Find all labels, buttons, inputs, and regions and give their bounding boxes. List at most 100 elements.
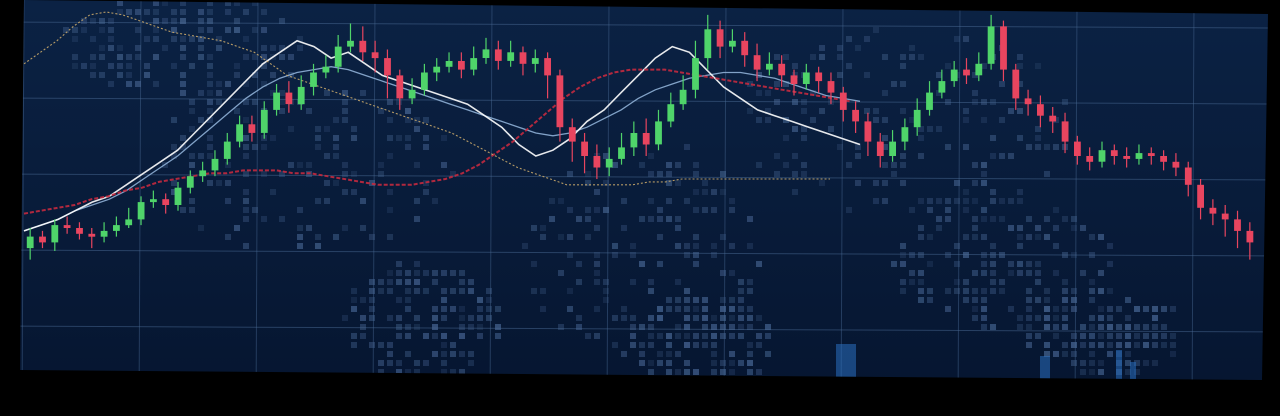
map-dot — [441, 288, 447, 294]
map-dot — [1098, 369, 1104, 375]
map-dot — [981, 162, 987, 168]
candle-body — [26, 236, 34, 249]
map-dot — [711, 333, 717, 339]
map-dot — [207, 180, 213, 186]
map-dot — [693, 315, 699, 321]
map-dot — [1026, 306, 1032, 312]
map-dot — [1098, 234, 1104, 240]
map-dot — [693, 207, 699, 213]
map-dot — [225, 180, 231, 186]
map-dot — [351, 342, 357, 348]
map-dot — [918, 270, 924, 276]
map-dot — [1089, 288, 1095, 294]
map-dot — [711, 189, 717, 195]
map-dot — [1107, 333, 1113, 339]
map-dot — [261, 171, 267, 177]
map-dot — [360, 90, 366, 96]
map-dot — [1017, 315, 1023, 321]
map-dot — [756, 369, 762, 375]
map-dot — [891, 81, 897, 87]
map-dot — [171, 180, 177, 186]
map-dot — [657, 315, 663, 321]
map-dot — [693, 162, 699, 168]
map-dot — [1107, 351, 1113, 357]
map-dot — [738, 378, 744, 380]
map-dot — [1071, 216, 1077, 222]
map-dot — [450, 351, 456, 357]
map-dot — [459, 288, 465, 294]
map-dot — [963, 279, 969, 285]
map-dot — [666, 333, 672, 339]
map-dot — [414, 117, 420, 123]
map-dot — [225, 9, 231, 15]
map-dot — [1053, 225, 1059, 231]
map-dot — [927, 297, 933, 303]
map-dot — [1116, 306, 1122, 312]
candle — [359, 26, 367, 61]
map-dot — [126, 72, 132, 78]
map-dot — [405, 351, 411, 357]
map-dot — [918, 270, 924, 276]
map-dot — [918, 234, 924, 240]
map-dot — [1044, 315, 1050, 321]
map-dot — [747, 324, 753, 330]
map-dot — [333, 135, 339, 141]
map-dot — [1134, 306, 1140, 312]
map-dot — [1134, 369, 1140, 375]
map-dot — [1152, 333, 1158, 339]
map-dot — [468, 288, 474, 294]
map-dot — [180, 36, 186, 42]
map-dot — [1107, 243, 1113, 249]
map-dot — [1080, 333, 1086, 339]
map-dot — [648, 279, 654, 285]
map-dot — [900, 279, 906, 285]
grid-line-vertical — [1191, 0, 1195, 380]
map-dot — [882, 144, 888, 150]
map-dot — [396, 360, 402, 366]
map-dot — [882, 135, 888, 141]
map-dot — [441, 360, 447, 366]
map-dot — [333, 117, 339, 123]
candle — [926, 81, 933, 116]
map-dot — [117, 63, 123, 69]
map-dot — [450, 306, 456, 312]
map-dot — [1026, 342, 1032, 348]
map-dot — [441, 270, 447, 276]
map-dot — [405, 270, 411, 276]
candle — [445, 52, 453, 73]
candle — [113, 216, 120, 237]
map-dot — [684, 288, 690, 294]
map-dot — [99, 27, 105, 33]
map-dot — [828, 126, 834, 132]
map-dot — [918, 297, 924, 303]
map-dot — [270, 45, 276, 51]
candle — [815, 66, 823, 93]
map-dot — [684, 324, 690, 330]
map-dot — [1125, 342, 1131, 348]
candle-body — [285, 92, 293, 105]
map-dot — [432, 324, 438, 330]
map-dot — [1008, 306, 1014, 312]
candle — [162, 193, 170, 214]
map-dot — [675, 225, 681, 231]
candle-body — [384, 58, 391, 76]
map-dot — [1107, 324, 1113, 330]
map-dot — [1035, 225, 1041, 231]
map-dot — [405, 324, 411, 330]
map-dot — [1107, 324, 1113, 330]
candle — [1086, 147, 1094, 171]
map-dot — [1053, 207, 1059, 213]
map-dot — [1152, 315, 1158, 321]
map-dot — [207, 0, 213, 6]
map-dot — [90, 54, 96, 60]
map-dot — [1161, 342, 1167, 348]
map-dot — [666, 216, 672, 222]
candle — [1160, 150, 1167, 171]
map-dot — [981, 99, 987, 105]
map-dot — [729, 360, 735, 366]
map-dot — [126, 81, 132, 87]
map-dot — [351, 135, 357, 141]
candle-body — [987, 26, 995, 64]
map-dot — [603, 153, 609, 159]
